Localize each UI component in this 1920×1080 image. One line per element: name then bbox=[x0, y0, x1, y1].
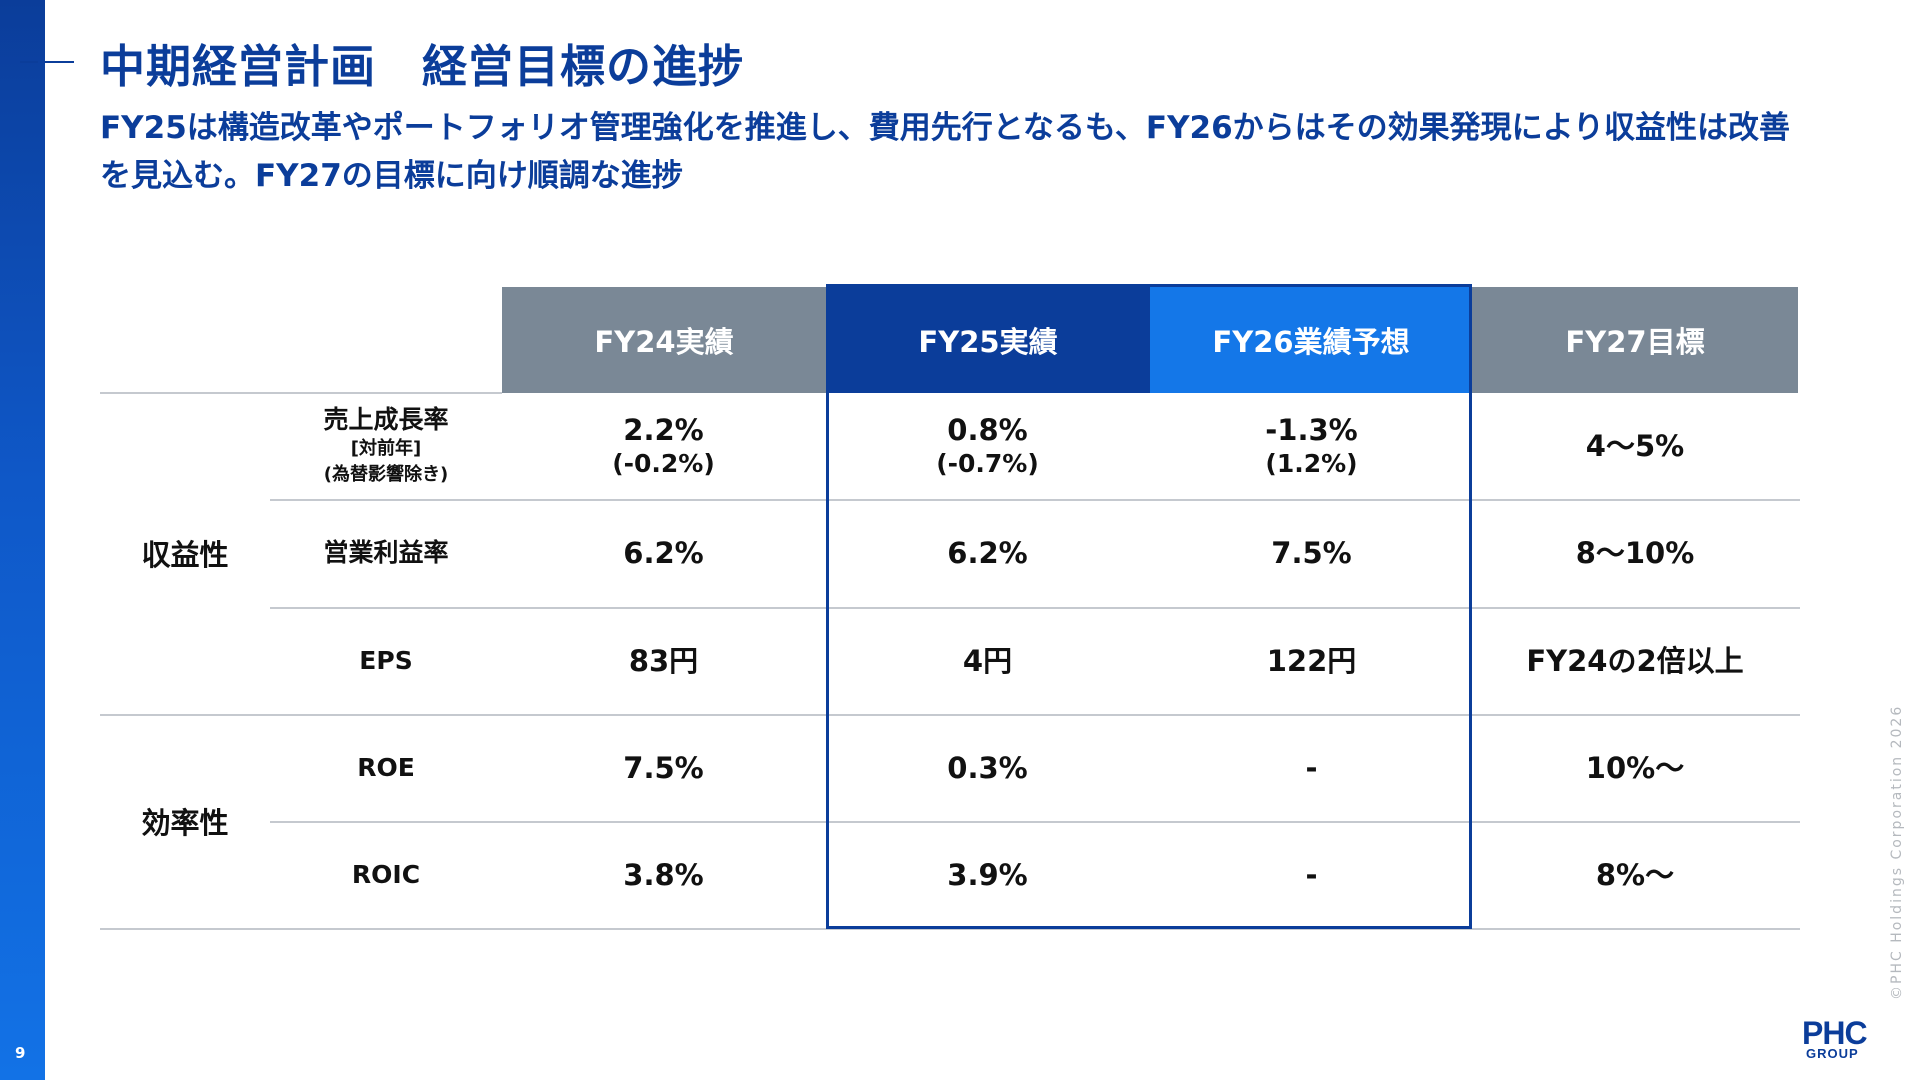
row-label-text: ROE bbox=[357, 752, 415, 782]
table-cell: - bbox=[1150, 714, 1473, 821]
table-divider bbox=[270, 607, 1800, 609]
table-divider bbox=[270, 821, 1800, 823]
row-label-text: 売上成長率 bbox=[323, 404, 449, 434]
row-label-text: ROIC bbox=[351, 859, 421, 889]
cell-value: 4円 bbox=[962, 643, 1013, 678]
header-fy24: FY24実績 bbox=[502, 287, 826, 393]
row-label-roic: ROIC bbox=[270, 821, 502, 928]
category-efficiency: 効率性 bbox=[141, 806, 229, 840]
row-label-eps: EPS bbox=[270, 607, 502, 714]
table-divider bbox=[100, 928, 1800, 930]
row-label-sub: (為替影響除き) bbox=[323, 463, 449, 485]
cell-value: 0.3% bbox=[947, 750, 1028, 785]
cell-value: 2.2% bbox=[623, 412, 704, 447]
row-label-sales-growth: 売上成長率 [対前年] (為替影響除き) bbox=[270, 392, 502, 499]
table-divider bbox=[100, 392, 502, 394]
cell-value: 10%～ bbox=[1585, 750, 1685, 785]
table-cell: 122円 bbox=[1150, 607, 1473, 714]
table-cell: 2.2% (-0.2%) bbox=[502, 392, 825, 499]
cell-sub-value: (-0.2%) bbox=[612, 448, 715, 478]
cell-value: FY24の2倍以上 bbox=[1526, 643, 1744, 678]
table-cell: 7.5% bbox=[1150, 499, 1473, 607]
table-cell: 4円 bbox=[826, 607, 1149, 714]
table-cell: -1.3% (1.2%) bbox=[1150, 392, 1473, 499]
row-label-text: EPS bbox=[359, 645, 413, 675]
table-cell: 6.2% bbox=[826, 499, 1149, 607]
table-cell: 4～5% bbox=[1472, 392, 1798, 499]
table-cell: 3.8% bbox=[502, 821, 825, 928]
table-cell: 10%～ bbox=[1472, 714, 1798, 821]
row-label-roe: ROE bbox=[270, 714, 502, 821]
copyright-notice: ©PHC Holdings Corporation 2026 bbox=[1889, 704, 1905, 1000]
header-fy27: FY27目標 bbox=[1472, 287, 1798, 393]
cell-value: - bbox=[1305, 750, 1318, 785]
table-cell: 3.9% bbox=[826, 821, 1149, 928]
svg-text:GROUP: GROUP bbox=[1806, 1046, 1859, 1061]
cell-value: 122円 bbox=[1266, 643, 1357, 678]
table-cell: - bbox=[1150, 821, 1473, 928]
page-number: 9 bbox=[15, 1044, 26, 1062]
title-dash bbox=[20, 61, 38, 63]
header-fy25: FY25実績 bbox=[826, 287, 1150, 393]
table-cell: FY24の2倍以上 bbox=[1472, 607, 1798, 714]
cell-sub-value: (1.2%) bbox=[1265, 448, 1358, 478]
table-divider bbox=[100, 714, 1800, 716]
cell-value: 3.9% bbox=[947, 857, 1028, 892]
category-profitability: 収益性 bbox=[141, 538, 229, 572]
row-label-text: 営業利益率 bbox=[323, 538, 449, 567]
cell-value: -1.3% bbox=[1265, 412, 1358, 447]
cell-value: 3.8% bbox=[623, 857, 704, 892]
cell-value: 6.2% bbox=[623, 536, 704, 570]
table-divider bbox=[270, 499, 1800, 501]
table-cell: 0.8% (-0.7%) bbox=[826, 392, 1149, 499]
slide-title: 中期経営計画 経営目標の進捗 bbox=[100, 40, 745, 93]
cell-value: 83円 bbox=[628, 643, 699, 678]
table-cell: 83円 bbox=[502, 607, 825, 714]
phc-group-logo: PHC GROUP bbox=[1802, 1015, 1868, 1061]
row-label-operating-margin: 営業利益率 bbox=[270, 499, 502, 607]
cell-value: 4～5% bbox=[1585, 428, 1685, 463]
cell-sub-value: (-0.7%) bbox=[936, 448, 1039, 478]
cell-value: 0.8% bbox=[947, 412, 1028, 447]
side-accent-bar bbox=[0, 0, 45, 1080]
slide-subtitle: FY25は構造改革やポートフォリオ管理強化を推進し、費用先行となるも、FY26か… bbox=[100, 110, 1791, 194]
svg-text:PHC: PHC bbox=[1802, 1015, 1867, 1051]
table-cell: 7.5% bbox=[502, 714, 825, 821]
table-cell: 0.3% bbox=[826, 714, 1149, 821]
cell-value: 8%～ bbox=[1595, 857, 1675, 892]
table-cell: 8%～ bbox=[1472, 821, 1798, 928]
cell-value: 7.5% bbox=[1271, 536, 1352, 570]
cell-value: 8～10% bbox=[1575, 536, 1695, 570]
cell-value: 7.5% bbox=[623, 750, 704, 785]
row-label-sub: [対前年] bbox=[350, 437, 422, 459]
cell-value: 6.2% bbox=[947, 536, 1028, 570]
cell-value: - bbox=[1305, 857, 1318, 892]
title-dash bbox=[44, 61, 74, 63]
table-cell: 8～10% bbox=[1472, 499, 1798, 607]
header-fy26: FY26業績予想 bbox=[1150, 287, 1472, 393]
table-cell: 6.2% bbox=[502, 499, 825, 607]
